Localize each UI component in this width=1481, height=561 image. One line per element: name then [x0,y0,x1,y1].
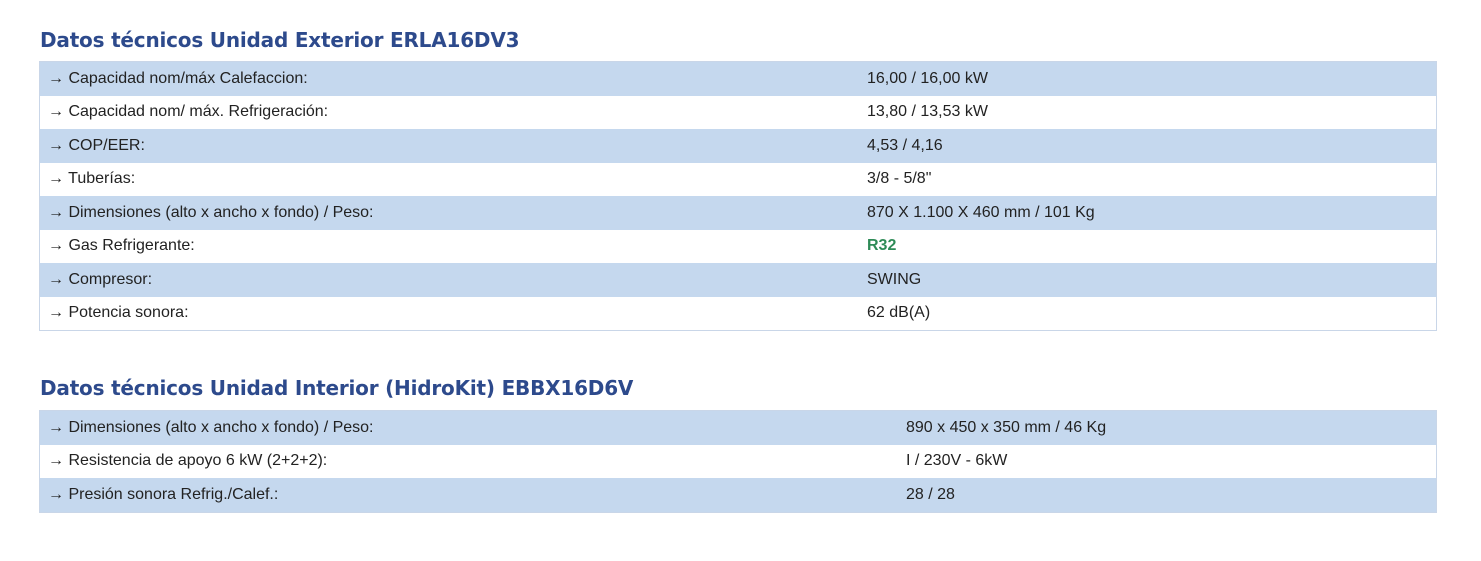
spec-value: 870 X 1.100 X 460 mm / 101 Kg [867,203,1095,221]
table-row: → Dimensiones (alto x ancho x fondo) / P… [40,411,1436,445]
spec-label: → Presión sonora Refrig./Calef.: [48,485,279,503]
spec-label: → Dimensiones (alto x ancho x fondo) / P… [48,418,374,436]
table-row: → Compresor: SWING [40,263,1436,297]
table-row: → Presión sonora Refrig./Calef.: 28 / 28 [40,478,1436,512]
spec-value: I / 230V - 6kW [906,452,1008,470]
refrigerant-value: R32 [867,237,897,255]
spec-label: → Dimensiones (alto x ancho x fondo) / P… [48,203,374,221]
spec-label: → Tuberías: [48,170,136,188]
spec-label: → Compresor: [48,270,153,288]
spec-value: SWING [867,270,922,288]
table-row: → Potencia sonora: 62 dB(A) [40,296,1436,330]
table-row: → Tuberías: 3/8 - 5/8" [40,162,1436,196]
spec-value: 3/8 - 5/8" [867,170,932,188]
spec-label: → COP/EER: [48,136,145,154]
spec-value: 28 / 28 [906,485,955,503]
table-row: → Capacidad nom/ máx. Refrigeración: 13,… [40,95,1436,129]
table-row: → Dimensiones (alto x ancho x fondo) / P… [40,196,1436,230]
table-row: → Capacidad nom/máx Calefaccion: 16,00 /… [40,62,1436,96]
spec-label: → Potencia sonora: [48,304,189,322]
spec-value: 890 x 450 x 350 mm / 46 Kg [906,418,1107,436]
table-row: → Gas Refrigerante: R32 [40,229,1436,263]
exterior-section-title: Datos técnicos Unidad Exterior ERLA16DV3 [40,28,520,52]
spec-label: → Capacidad nom/ máx. Refrigeración: [48,103,329,121]
table-row: → COP/EER: 4,53 / 4,16 [40,129,1436,163]
spec-value: 62 dB(A) [867,304,931,322]
table-row: → Resistencia de apoyo 6 kW (2+2+2): I /… [40,444,1436,478]
spec-value: 13,80 / 13,53 kW [867,103,988,121]
spec-label: → Capacidad nom/máx Calefaccion: [48,69,308,87]
interior-spec-table: → Dimensiones (alto x ancho x fondo) / P… [39,410,1437,513]
spec-value: 16,00 / 16,00 kW [867,69,988,87]
spec-label: → Resistencia de apoyo 6 kW (2+2+2): [48,452,328,470]
exterior-spec-table: → Capacidad nom/máx Calefaccion: 16,00 /… [39,61,1437,331]
spec-value: 4,53 / 4,16 [867,136,943,154]
interior-section-title: Datos técnicos Unidad Interior (HidroKit… [40,376,634,400]
spec-label: → Gas Refrigerante: [48,237,195,255]
